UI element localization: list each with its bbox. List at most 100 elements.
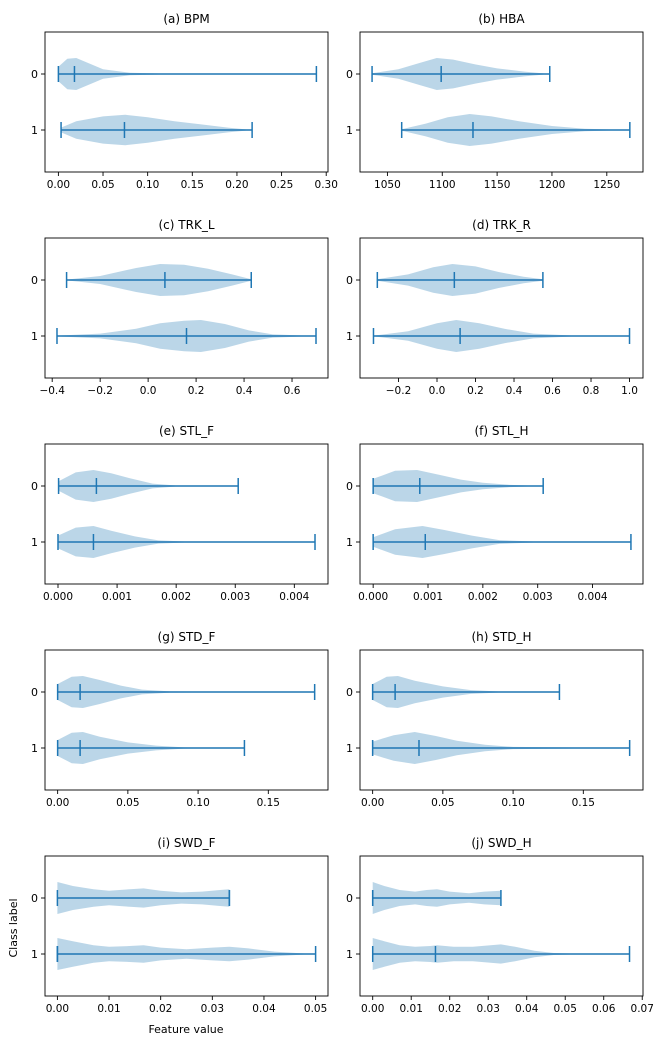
x-tick-label: 0.30 [315, 179, 338, 191]
y-tick-label: 1 [346, 536, 353, 549]
y-tick-label: 0 [31, 686, 38, 699]
panel-8: (h) STD_H 0 1 0.00 0.05 0.10 0.15 [346, 630, 644, 809]
y-tick-label: 0 [346, 274, 353, 287]
plot-frame [44, 649, 329, 791]
panel-title: (d) TRK_R [472, 218, 531, 232]
x-tick-label: 0.8 [583, 385, 600, 397]
x-tick-label: 1200 [539, 179, 566, 191]
x-tick-label: 0.20 [225, 179, 248, 191]
x-tick-label: 0.10 [136, 179, 159, 191]
y-tick-label: 0 [346, 68, 353, 81]
x-tick-label: 0.6 [284, 385, 301, 397]
panel-title: (a) BPM [163, 12, 209, 26]
plot-frame [359, 649, 644, 791]
x-tick-label: 1.0 [621, 385, 638, 397]
panel-5: (e) STL_F 0 1 0.000 0.001 0.002 0.003 0.004 [31, 424, 329, 603]
panel-6: (f) STL_H 0 1 0.000 0.001 0.002 0.003 0.004 [346, 424, 644, 603]
y-tick-label: 0 [31, 68, 38, 81]
figure-xlabel: Feature value [148, 1023, 223, 1036]
x-tick-label: 0.02 [438, 1003, 461, 1015]
x-tick-label: 0.003 [523, 591, 553, 603]
x-tick-label: 0.002 [161, 591, 191, 603]
x-tick-label: 0.05 [304, 1003, 327, 1015]
plot-frame [44, 237, 329, 379]
panel-7: (g) STD_F 0 1 0.00 0.05 0.10 0.15 [31, 630, 329, 809]
x-tick-label: 0.01 [400, 1003, 423, 1015]
y-tick-label: 1 [31, 742, 38, 755]
x-tick-label: −0.2 [87, 385, 113, 397]
x-tick-label: 0.2 [188, 385, 205, 397]
panel-title: (c) TRK_L [159, 218, 215, 232]
x-tick-label: 0.02 [149, 1003, 172, 1015]
panel-3: (c) TRK_L 0 1 −0.4 −0.2 0.0 0.2 0.4 0.6 [31, 218, 329, 397]
x-tick-label: 0.001 [413, 591, 443, 603]
x-tick-label: 0.0 [429, 385, 446, 397]
x-tick-label: 0.4 [506, 385, 523, 397]
x-tick-label: 0.002 [468, 591, 498, 603]
x-tick-label: 0.00 [361, 797, 384, 809]
y-tick-label: 1 [346, 948, 353, 961]
panel-title: (e) STL_F [159, 424, 214, 438]
y-tick-label: 0 [346, 480, 353, 493]
y-tick-label: 1 [346, 124, 353, 137]
x-tick-label: 0.0 [140, 385, 157, 397]
x-tick-label: 0.25 [270, 179, 293, 191]
x-tick-label: 0.10 [501, 797, 524, 809]
x-tick-label: 0.00 [46, 797, 69, 809]
x-tick-label: 0.07 [631, 1003, 654, 1015]
x-tick-label: 0.000 [358, 591, 388, 603]
x-tick-label: 0.4 [236, 385, 253, 397]
x-tick-label: 1050 [374, 179, 401, 191]
x-tick-label: 0.00 [47, 179, 70, 191]
x-tick-label: 0.15 [572, 797, 595, 809]
x-tick-label: −0.4 [39, 385, 65, 397]
panel-title: (g) STD_F [158, 630, 216, 644]
y-tick-label: 1 [346, 330, 353, 343]
y-tick-label: 0 [31, 274, 38, 287]
x-tick-label: 0.004 [578, 591, 608, 603]
x-tick-label: 0.03 [201, 1003, 224, 1015]
panel-title: (i) SWD_F [157, 836, 215, 850]
x-tick-label: 0.05 [91, 179, 114, 191]
x-tick-label: 1150 [484, 179, 511, 191]
figure-ylabel: Class label [7, 898, 20, 957]
panel-title: (b) HBA [478, 12, 525, 26]
panel-title: (j) SWD_H [471, 836, 531, 850]
plot-frame [359, 237, 644, 379]
x-tick-label: 0.004 [279, 591, 309, 603]
plot-frame [359, 31, 644, 173]
panel-title: (h) STD_H [472, 630, 532, 644]
x-tick-label: 1100 [429, 179, 456, 191]
y-tick-label: 0 [346, 892, 353, 905]
x-tick-label: 0.00 [361, 1003, 384, 1015]
x-tick-label: 0.05 [116, 797, 139, 809]
plot-frame [359, 443, 644, 585]
y-tick-label: 1 [31, 330, 38, 343]
y-tick-label: 0 [31, 892, 38, 905]
y-tick-label: 0 [31, 480, 38, 493]
x-tick-label: 0.15 [181, 179, 204, 191]
x-tick-label: 0.06 [592, 1003, 616, 1015]
panel-10: (j) SWD_H 0 1 0.00 0.01 0.02 0.03 0.04 0.05 0.06 0… [346, 836, 654, 1015]
y-tick-label: 1 [346, 742, 353, 755]
x-tick-label: 0.6 [544, 385, 561, 397]
x-tick-label: −0.2 [386, 385, 412, 397]
y-tick-label: 0 [346, 686, 353, 699]
x-tick-label: 0.04 [252, 1003, 276, 1015]
panel-4: (d) TRK_R 0 1 −0.2 0.0 0.2 0.4 0.6 0.8 1.0 [346, 218, 644, 397]
plot-frame [359, 855, 644, 997]
plot-frame [44, 855, 329, 997]
x-tick-label: 0.00 [46, 1003, 69, 1015]
x-tick-label: 1250 [593, 179, 620, 191]
panel-title: (f) STL_H [474, 424, 528, 438]
y-tick-label: 1 [31, 948, 38, 961]
x-tick-label: 0.2 [467, 385, 484, 397]
x-tick-label: 0.01 [97, 1003, 120, 1015]
x-tick-label: 0.15 [257, 797, 280, 809]
panel-2: (b) HBA 0 1 1050 1100 1150 1200 1250 [346, 12, 644, 191]
x-tick-label: 0.05 [431, 797, 454, 809]
x-tick-label: 0.05 [554, 1003, 577, 1015]
y-tick-label: 1 [31, 536, 38, 549]
